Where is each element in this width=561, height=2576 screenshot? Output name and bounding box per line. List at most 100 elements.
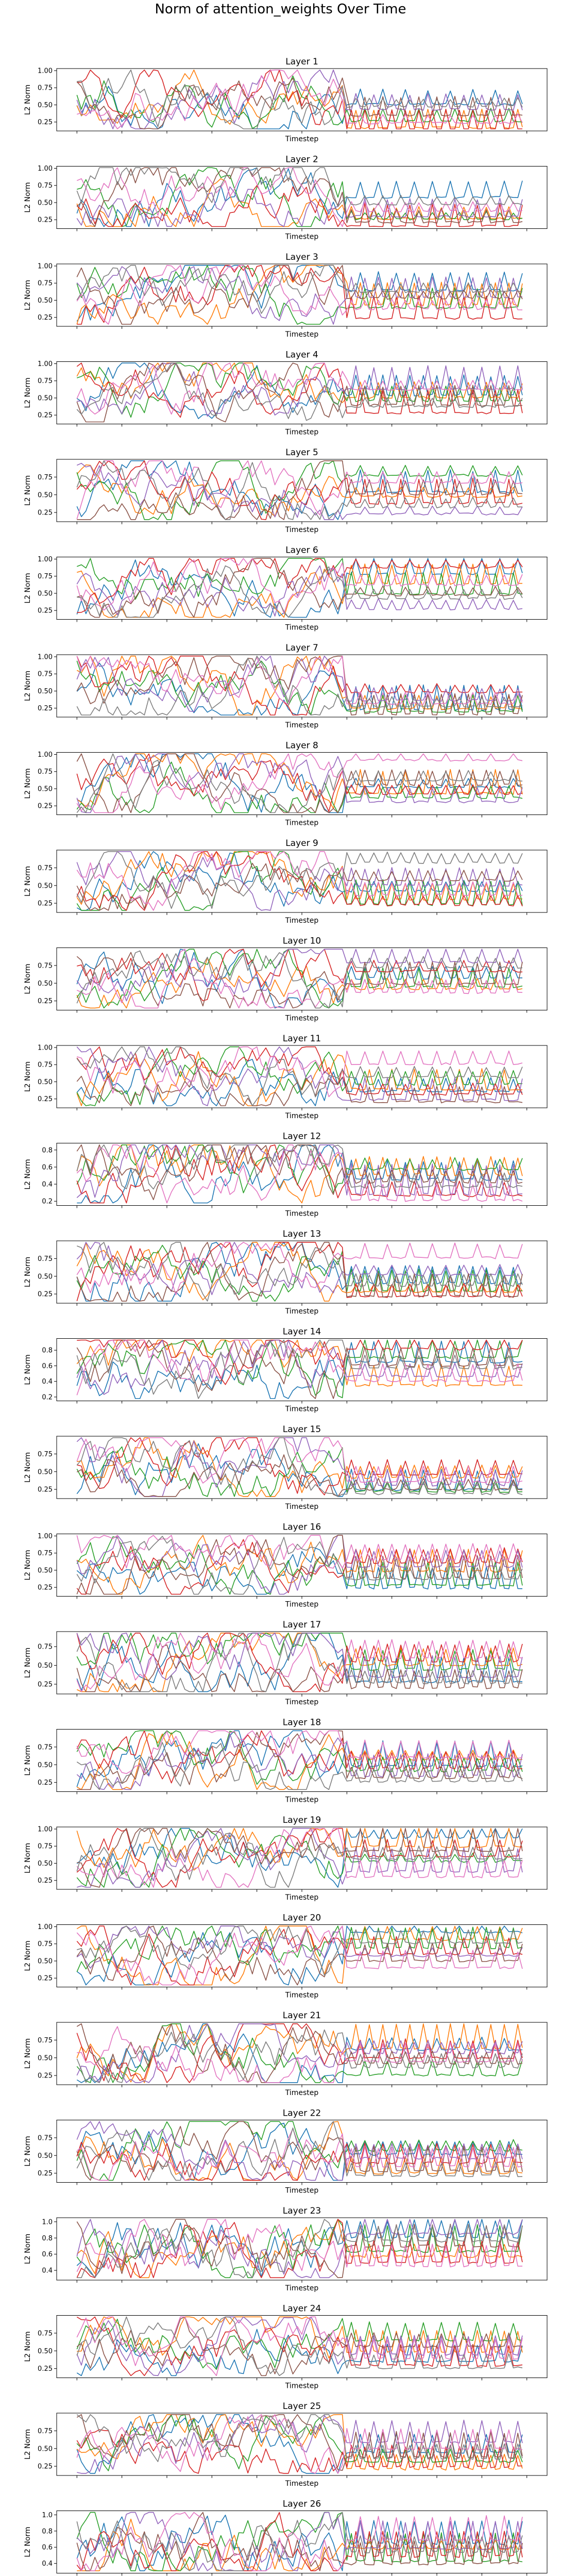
subplot-title: Layer 7 bbox=[285, 643, 318, 653]
y-tick-label: 0.25 bbox=[38, 412, 53, 420]
x-axis-label: Timestep bbox=[285, 2382, 319, 2390]
series-line bbox=[76, 1144, 523, 1193]
y-tick-label: 0.75 bbox=[38, 768, 53, 776]
x-axis-label: Timestep bbox=[285, 1991, 319, 2000]
subplot: Layer 4 0.25 0.50 0.75 1.00 Timestep L2 Norm bbox=[24, 350, 548, 437]
series-line bbox=[76, 1046, 523, 1106]
series-line bbox=[76, 851, 523, 909]
series-line bbox=[76, 2219, 523, 2279]
series-line bbox=[77, 949, 523, 1002]
series-line bbox=[76, 655, 523, 716]
y-tick-label: 0.75 bbox=[38, 1743, 53, 1751]
series-line bbox=[76, 2023, 523, 2083]
subplot-title: Layer 14 bbox=[283, 1327, 321, 1337]
series-line bbox=[77, 563, 522, 618]
y-axis-label: L2 Norm bbox=[24, 2527, 32, 2557]
y-tick-label: 0.75 bbox=[38, 2428, 53, 2435]
series-line bbox=[76, 2316, 523, 2376]
y-tick-label: 0.25 bbox=[38, 607, 53, 615]
series-line bbox=[76, 949, 523, 1009]
subplot: Layer 7 0.25 0.50 0.75 1.00 Timestep L2 Norm bbox=[24, 643, 548, 729]
y-tick-label: 0.75 bbox=[38, 2330, 53, 2337]
x-axis-label: Timestep bbox=[285, 1601, 319, 1609]
series-line bbox=[76, 1339, 523, 1399]
series-line bbox=[76, 1732, 523, 1790]
x-axis-label: Timestep bbox=[285, 428, 319, 437]
series-line bbox=[76, 2023, 523, 2083]
subplot-title: Layer 4 bbox=[285, 350, 318, 360]
y-axis-label: L2 Norm bbox=[24, 182, 32, 212]
series-line bbox=[76, 950, 523, 1009]
series-line bbox=[76, 1242, 523, 1295]
series-line bbox=[76, 2316, 523, 2376]
y-tick-label: 0.25 bbox=[38, 2072, 53, 2080]
series-line bbox=[76, 2329, 523, 2376]
series-line bbox=[76, 1070, 523, 1106]
y-tick-label: 0.75 bbox=[38, 474, 53, 481]
series-line bbox=[76, 1144, 523, 1204]
x-axis-label: Timestep bbox=[285, 2284, 319, 2292]
y-axis-label: L2 Norm bbox=[24, 1159, 32, 1189]
series-line bbox=[76, 1446, 523, 1497]
subplot-title: Layer 17 bbox=[283, 1620, 321, 1630]
series-line bbox=[76, 1925, 523, 1986]
y-tick-label: 0.50 bbox=[38, 785, 53, 793]
series-line bbox=[77, 1827, 523, 1888]
series-line bbox=[76, 1437, 523, 1497]
y-tick-label: 0.75 bbox=[38, 2037, 53, 2045]
series-line bbox=[76, 1730, 523, 1774]
y-tick-label: 0.50 bbox=[38, 297, 53, 305]
y-tick-label: 1.00 bbox=[38, 1533, 53, 1540]
series-line bbox=[76, 2316, 523, 2376]
y-tick-label: 0.50 bbox=[38, 1468, 53, 1476]
y-tick-label: 0.25 bbox=[38, 314, 53, 322]
series-line bbox=[76, 167, 523, 207]
series-line bbox=[76, 1242, 523, 1295]
series-line bbox=[76, 662, 523, 716]
series-line bbox=[76, 1437, 523, 1484]
series-line bbox=[77, 2219, 523, 2279]
subplot: Layer 1 0.25 0.50 0.75 1.00 Timestep L2 Norm bbox=[24, 57, 548, 143]
series-line bbox=[76, 2512, 523, 2571]
subplot: Layer 25 0.25 0.50 0.75 Timestep L2 Norm bbox=[24, 2401, 548, 2488]
series-line bbox=[76, 2414, 523, 2474]
y-tick-label: 0.25 bbox=[38, 1486, 53, 1494]
x-axis-label: Timestep bbox=[285, 1796, 319, 1804]
y-tick-label: 1.00 bbox=[38, 1825, 53, 1833]
series-line bbox=[76, 264, 522, 325]
y-tick-label: 0.75 bbox=[38, 280, 53, 288]
y-axis-label: L2 Norm bbox=[24, 768, 32, 799]
series-line bbox=[76, 2414, 523, 2471]
y-tick-label: 0.25 bbox=[38, 2365, 53, 2373]
y-axis-label: L2 Norm bbox=[24, 1843, 32, 1873]
y-tick-label: 0.75 bbox=[38, 1255, 53, 1263]
y-tick-label: 1.0 bbox=[42, 2218, 53, 2226]
x-axis-label: Timestep bbox=[285, 330, 319, 339]
y-tick-label: 0.75 bbox=[38, 377, 53, 385]
series-line bbox=[76, 1925, 523, 1972]
series-line bbox=[76, 2318, 523, 2370]
series-line bbox=[76, 462, 523, 520]
y-axis-label: L2 Norm bbox=[24, 2038, 32, 2069]
series-line bbox=[76, 1742, 523, 1790]
subplot: Layer 22 0.25 0.50 0.75 Timestep L2 Norm bbox=[24, 2108, 548, 2195]
series-line bbox=[76, 1144, 523, 1200]
series-line bbox=[76, 2141, 523, 2181]
series-line bbox=[76, 558, 523, 618]
y-axis-label: L2 Norm bbox=[24, 671, 32, 701]
subplot: Layer 2 0.25 0.50 0.75 1.00 Timestep L2 Norm bbox=[24, 155, 548, 241]
subplot: Layer 16 0.25 0.50 0.75 1.00 Timestep L2 Norm bbox=[24, 1522, 548, 1609]
series-line bbox=[76, 1536, 523, 1595]
x-axis-label: Timestep bbox=[285, 624, 319, 632]
y-tick-label: 0.4 bbox=[42, 1378, 53, 1386]
series-line bbox=[76, 655, 523, 712]
y-tick-label: 0.4 bbox=[42, 2560, 53, 2568]
series-line bbox=[76, 2122, 523, 2181]
series-line bbox=[76, 1730, 523, 1785]
y-axis-label: L2 Norm bbox=[24, 1061, 32, 1092]
subplot: Layer 10 0.25 0.50 0.75 Timestep L2 Norm bbox=[24, 936, 548, 1023]
series-line bbox=[76, 1242, 523, 1302]
y-axis-label: L2 Norm bbox=[24, 2429, 32, 2459]
x-axis-label: Timestep bbox=[285, 1405, 319, 1414]
subplot-title: Layer 26 bbox=[283, 2499, 321, 2509]
